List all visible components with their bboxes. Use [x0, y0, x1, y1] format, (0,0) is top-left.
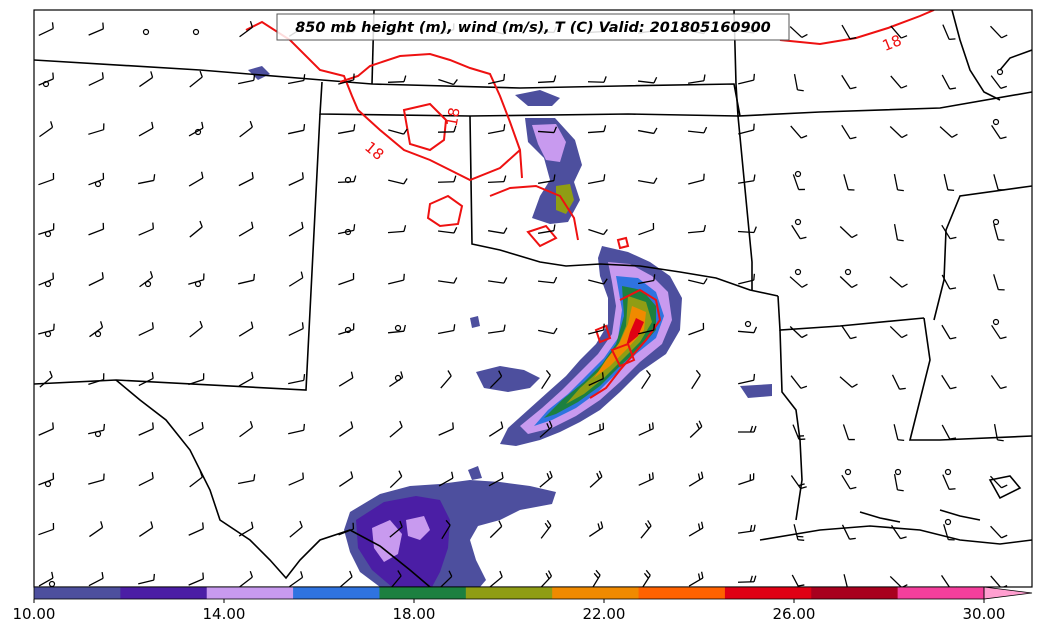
- colorbar-tick-label: 22.00: [583, 605, 626, 623]
- colorbar-segment: [207, 587, 294, 599]
- colorbar-tick-label: 30.00: [963, 605, 1006, 623]
- colorbar-tick-label: 10.00: [13, 605, 56, 623]
- colorbar-extension: [984, 587, 1032, 599]
- colorbar-segment: [811, 587, 898, 599]
- colorbar-segment: [552, 587, 639, 599]
- title-box: 850 mb height (m), wind (m/s), T (C) Val…: [277, 14, 789, 40]
- colorbar-tick-label: 14.00: [203, 605, 246, 623]
- colorbar-segment: [725, 587, 812, 599]
- colorbar-segment: [898, 587, 985, 599]
- colorbar-segment: [293, 587, 380, 599]
- colorbar: [34, 587, 1032, 599]
- colorbar-ticks: 10.00 14.00 18.00 22.00 26.00 30.00: [13, 599, 1006, 623]
- colorbar-segment: [120, 587, 207, 599]
- colorbar-segment: [379, 587, 466, 599]
- contour-label: 18: [443, 106, 464, 128]
- colorbar-segment: [34, 587, 121, 599]
- colorbar-tick-label: 18.00: [393, 605, 436, 623]
- colorbar-segment: [466, 587, 553, 599]
- colorbar-segment: [639, 587, 726, 599]
- colorbar-tick-label: 26.00: [773, 605, 816, 623]
- map-title: 850 mb height (m), wind (m/s), T (C) Val…: [295, 20, 771, 36]
